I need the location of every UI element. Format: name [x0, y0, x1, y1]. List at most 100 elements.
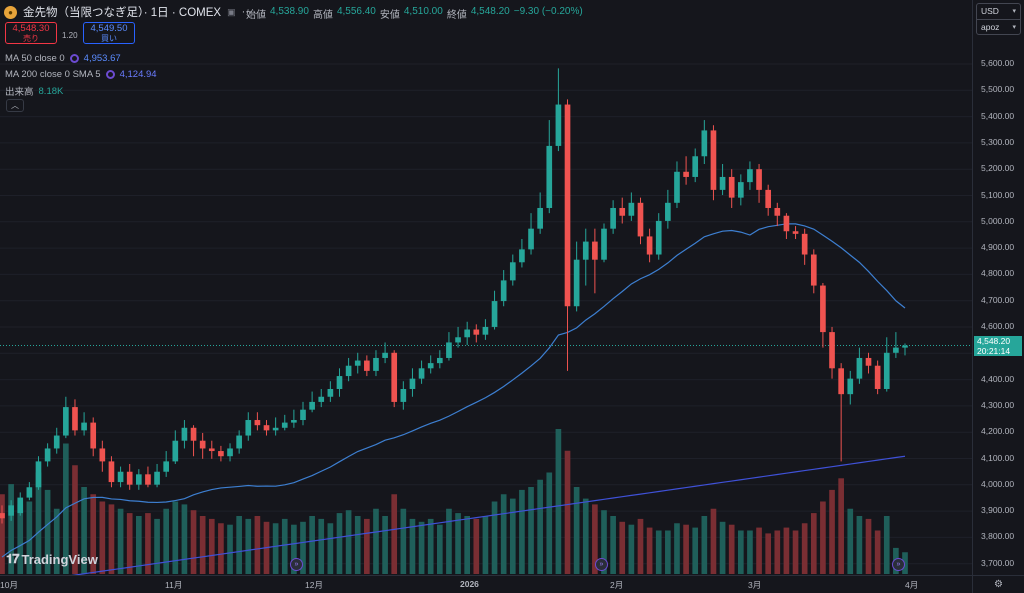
candle-body: [774, 207, 781, 216]
volume-bar: [446, 508, 452, 574]
volume-bar: [272, 523, 279, 574]
volume-bar: [108, 504, 115, 574]
candle: [427, 355, 434, 374]
currency-value[interactable]: USD ▾: [977, 4, 1020, 19]
candle-body: [218, 451, 224, 457]
volume-bar: [883, 516, 890, 574]
volume-bar: [710, 508, 717, 574]
price-axis[interactable]: 5,600.00 5,500.00 5,400.00 5,300.00 5,200.00…: [972, 0, 1024, 575]
candle: [354, 352, 361, 374]
candle-body: [619, 207, 626, 216]
candle-body: [519, 249, 525, 263]
candle-body: [90, 422, 97, 449]
candle: [728, 169, 735, 208]
spread-value: 1.20: [62, 31, 78, 40]
candle-body: [792, 231, 799, 234]
volume-bar: [765, 533, 772, 574]
candle-body: [309, 401, 315, 410]
candle: [555, 68, 562, 152]
volume-bar: [63, 443, 69, 574]
candle-body: [17, 497, 24, 514]
volume-bar: [17, 504, 24, 574]
indicator-settings-icon[interactable]: [69, 54, 79, 63]
candle-body: [400, 388, 407, 402]
close-value: 4,548.20: [470, 6, 510, 17]
indicator-settings-icon[interactable]: [105, 70, 115, 79]
volume-bar: [117, 508, 124, 574]
volume-bar: [44, 489, 51, 574]
volume-bar: [26, 501, 33, 574]
candle: [35, 456, 42, 490]
flag-icon[interactable]: ▣: [227, 6, 236, 17]
event-marker-icon[interactable]: »: [595, 558, 608, 571]
candle: [838, 363, 844, 462]
buy-button[interactable]: 4,549.50 買い: [83, 22, 135, 44]
candle: [646, 228, 653, 263]
currency-selector[interactable]: USD ▾ apoz ▾: [976, 3, 1021, 35]
candle: [783, 213, 790, 240]
volume-bar: [345, 510, 352, 574]
volume-value: 8.18K: [38, 85, 64, 97]
volume-bar: [126, 513, 133, 574]
buy-price: 4,549.50: [90, 23, 128, 34]
candle-body: [482, 326, 489, 335]
candle-body: [701, 130, 708, 157]
candle: [44, 443, 51, 467]
candle: [53, 427, 60, 454]
candle: [856, 347, 863, 384]
candle: [500, 270, 507, 307]
volume-bar: [902, 552, 908, 574]
candle: [683, 156, 689, 185]
volume-bar: [628, 524, 635, 574]
volume-bar: [172, 501, 179, 574]
chart-settings-button[interactable]: ⚙: [972, 575, 1024, 593]
chevron-down-icon: ▾: [1012, 24, 1016, 31]
indicator-ma50[interactable]: MA 50 close 0 4,953.67: [5, 53, 121, 64]
volume-bar: [318, 518, 325, 574]
event-marker-icon[interactable]: »: [892, 558, 905, 571]
candle: [8, 500, 14, 521]
time-axis[interactable]: 10月 11月 12月 2026 2月 3月 4月: [0, 575, 972, 593]
volume-bar: [546, 472, 553, 574]
candle-body: [364, 360, 370, 371]
price-tick-label: 3,700.00: [981, 557, 1015, 568]
volume-bar: [610, 516, 616, 574]
candle-body: [382, 352, 388, 358]
volume-bar: [364, 518, 370, 574]
more-icon[interactable]: ···: [241, 6, 253, 18]
price-tick-label: 4,700.00: [981, 294, 1015, 305]
volume-bar: [53, 508, 60, 574]
candle-body: [628, 202, 635, 216]
volume-bar: [847, 508, 854, 574]
candle-body: [865, 357, 872, 366]
candlestick-chart[interactable]: [0, 0, 972, 575]
candle: [455, 326, 461, 348]
candle-body: [126, 471, 133, 485]
ma200-value: 4,124.94: [119, 69, 157, 80]
sell-button[interactable]: 4,548.30 売り: [5, 22, 57, 44]
candle-body: [26, 487, 33, 498]
symbol-header[interactable]: ● 金先物（当限つなぎ足）· 1日 · COMEX ▣ ···: [4, 4, 253, 20]
chart-pane[interactable]: [0, 0, 972, 575]
volume-bar: [509, 498, 516, 574]
tradingview-logo[interactable]: 𝟏𝟕 TradingView: [6, 551, 98, 567]
last-price-label: 4,548.20 20:21:14: [974, 336, 1022, 356]
unit-value[interactable]: apoz ▾: [977, 19, 1020, 34]
candle: [81, 412, 87, 436]
candle-body: [72, 407, 78, 431]
price-tick-label: 4,800.00: [981, 268, 1015, 279]
candle-body: [893, 347, 899, 353]
gear-icon: ⚙: [994, 579, 1003, 590]
indicator-ma200[interactable]: MA 200 close 0 SMA 5 4,124.94: [5, 69, 157, 80]
volume-bar: [291, 524, 297, 574]
event-marker-icon[interactable]: »: [290, 558, 303, 571]
volume-bar: [473, 518, 480, 574]
volume-bar: [592, 504, 598, 574]
candle: [756, 164, 762, 203]
candle: [135, 469, 142, 490]
symbol-title[interactable]: 金先物（当限つなぎ足）· 1日 · COMEX: [23, 7, 222, 19]
candle: [382, 342, 388, 364]
collapse-indicators-button[interactable]: ︿: [6, 99, 24, 112]
indicator-volume[interactable]: 出来高 8.18K: [5, 85, 64, 99]
chevron-up-icon: ︿: [11, 101, 19, 110]
